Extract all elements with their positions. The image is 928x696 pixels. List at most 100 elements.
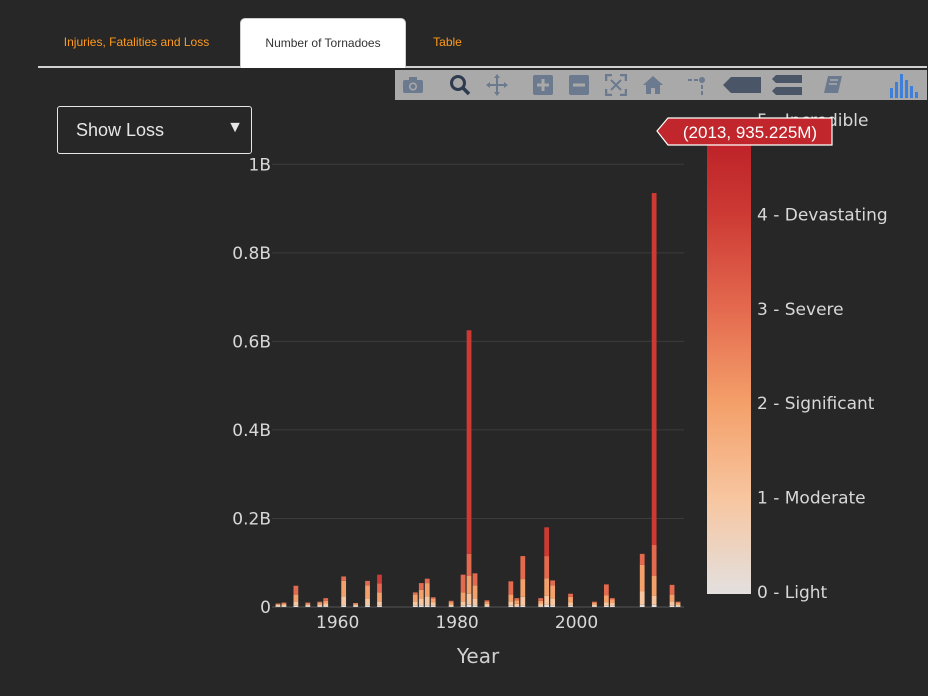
bar-segment-light[interactable] xyxy=(365,605,370,607)
tab-number-of-tornadoes[interactable]: Number of Tornadoes xyxy=(240,18,406,68)
autoscale-icon[interactable] xyxy=(604,73,628,97)
bar-segment-significant[interactable] xyxy=(341,580,347,597)
bar-segment-moderate[interactable] xyxy=(281,604,287,607)
bar-segment-significant[interactable] xyxy=(669,594,675,602)
bar-segment-light[interactable] xyxy=(430,605,436,607)
bar-segment-severe[interactable] xyxy=(323,598,329,601)
bar-segment-severe[interactable] xyxy=(484,600,490,602)
bar-segment-light[interactable] xyxy=(424,605,430,607)
bar-segment-moderate[interactable] xyxy=(323,603,329,607)
bar-segment-severe[interactable] xyxy=(430,597,436,599)
bar-segment-light[interactable] xyxy=(353,606,358,607)
bar-segment-light[interactable] xyxy=(466,604,472,607)
bar-segment-significant[interactable] xyxy=(466,576,472,594)
bar-segment-light[interactable] xyxy=(460,605,466,607)
bar-segment-light[interactable] xyxy=(293,605,299,607)
bar-segment-moderate[interactable] xyxy=(377,601,382,606)
bar-segment-significant[interactable] xyxy=(305,603,311,605)
bar-segment-light[interactable] xyxy=(568,605,573,607)
bar-segment-moderate[interactable] xyxy=(550,598,556,606)
bar-segment-severe[interactable] xyxy=(609,598,615,600)
bar-segment-moderate[interactable] xyxy=(460,601,466,606)
bar-segment-light[interactable] xyxy=(639,604,645,607)
bar-segment-light[interactable] xyxy=(609,605,615,607)
bar-segment-significant[interactable] xyxy=(472,585,478,599)
bar-segment-severe[interactable] xyxy=(293,585,299,595)
bar-segment-moderate[interactable] xyxy=(466,593,472,605)
bar-segment-moderate[interactable] xyxy=(430,602,436,606)
zoom-icon[interactable] xyxy=(448,73,472,97)
bar-segment-severe[interactable] xyxy=(460,574,466,593)
tab-table[interactable]: Table xyxy=(433,35,462,49)
bar-segment-severe[interactable] xyxy=(651,545,657,577)
bar-segment-severe[interactable] xyxy=(353,603,358,604)
bar-segment-moderate[interactable] xyxy=(544,595,550,605)
bar-segment-severe[interactable] xyxy=(466,553,472,577)
bar-segment-severe[interactable] xyxy=(669,584,675,595)
bar-segment-light[interactable] xyxy=(603,605,609,607)
bar-segment-severe[interactable] xyxy=(675,601,681,603)
bar-segment-significant[interactable] xyxy=(568,596,573,603)
bar-segment-light[interactable] xyxy=(675,606,681,607)
bar-segment-moderate[interactable] xyxy=(317,604,323,607)
bar-segment-light[interactable] xyxy=(484,606,490,607)
bar-segment-light[interactable] xyxy=(412,605,418,607)
bar-segment-light[interactable] xyxy=(377,605,382,607)
bar-segment-significant[interactable] xyxy=(603,595,609,603)
bar-segment-light[interactable] xyxy=(341,605,347,607)
bar-segment-severe[interactable] xyxy=(550,580,556,586)
bar-segment-significant[interactable] xyxy=(651,576,657,596)
bar-segment-severe[interactable] xyxy=(514,598,520,601)
bar-segment-severe[interactable] xyxy=(520,556,526,580)
bar-segment-light[interactable] xyxy=(538,606,544,607)
bar-segment-moderate[interactable] xyxy=(293,601,299,606)
bar-segment-significant[interactable] xyxy=(538,600,544,604)
bar-segment-moderate[interactable] xyxy=(448,604,454,607)
bar-segment-severe[interactable] xyxy=(544,556,550,579)
bar-segment-severe[interactable] xyxy=(603,584,609,596)
bar-segment-severe[interactable] xyxy=(281,602,287,604)
bar-segment-light[interactable] xyxy=(317,606,323,607)
bar-segment-light[interactable] xyxy=(508,605,514,607)
bar-segment-moderate[interactable] xyxy=(568,602,573,606)
bar-segment-severe[interactable] xyxy=(639,553,645,565)
bar-segment-light[interactable] xyxy=(281,606,287,607)
bar-segment-severe[interactable] xyxy=(592,601,597,603)
bar-segment-moderate[interactable] xyxy=(305,604,311,607)
bar-segment-moderate[interactable] xyxy=(520,596,526,606)
bar-segment-light[interactable] xyxy=(275,606,281,607)
bar-segment-moderate[interactable] xyxy=(639,591,645,605)
bar-segment-moderate[interactable] xyxy=(341,596,347,606)
bar-segment-significant[interactable] xyxy=(317,602,323,605)
bar-segment-devastating[interactable] xyxy=(466,330,472,554)
notebook-icon[interactable] xyxy=(821,73,845,97)
bar-segment-severe[interactable] xyxy=(424,578,430,584)
bar-segment-moderate[interactable] xyxy=(669,601,675,606)
bar-segment-light[interactable] xyxy=(323,606,329,607)
bar-segment-light[interactable] xyxy=(448,606,454,607)
reset-axes-icon[interactable] xyxy=(641,73,665,97)
bar-segment-light[interactable] xyxy=(544,604,550,607)
bar-segment-severe[interactable] xyxy=(275,603,281,604)
bar-segment-severe[interactable] xyxy=(317,601,323,603)
bar-segment-significant[interactable] xyxy=(609,599,615,604)
bar-segment-light[interactable] xyxy=(305,606,311,607)
bar-segment-light[interactable] xyxy=(472,605,478,607)
bar-segment-light[interactable] xyxy=(520,605,526,607)
bar-segment-moderate[interactable] xyxy=(592,604,597,607)
bar-segment-significant[interactable] xyxy=(365,585,370,599)
bar-segment-significant[interactable] xyxy=(675,602,681,605)
bar-segment-severe[interactable] xyxy=(412,592,418,595)
zoom-out-icon[interactable] xyxy=(567,73,591,97)
bar-segment-significant[interactable] xyxy=(460,592,466,602)
bar-segment-moderate[interactable] xyxy=(418,598,424,606)
bar-segment-moderate[interactable] xyxy=(508,601,514,606)
bar-segment-significant[interactable] xyxy=(275,603,281,605)
bar-segment-significant[interactable] xyxy=(418,589,424,599)
bar-segment-significant[interactable] xyxy=(544,578,550,596)
bar-segment-moderate[interactable] xyxy=(484,603,490,607)
bar-segment-severe[interactable] xyxy=(365,580,370,586)
bar-segment-light[interactable] xyxy=(418,605,424,607)
bar-segment-moderate[interactable] xyxy=(365,598,370,606)
bar-segment-significant[interactable] xyxy=(281,603,287,605)
